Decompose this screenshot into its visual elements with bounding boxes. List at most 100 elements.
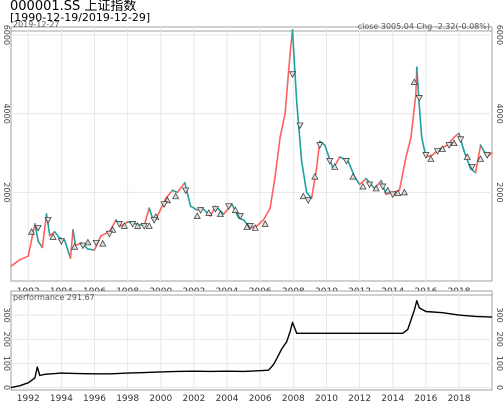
price-series-segment: [148, 207, 154, 219]
buy-marker: [84, 238, 92, 246]
sell-marker: [236, 213, 244, 220]
performance-panel-frame: [10, 290, 493, 391]
buy-marker: [410, 78, 418, 85]
sell-marker: [365, 181, 374, 189]
price-series-segment: [10, 258, 21, 268]
sell-marker: [415, 95, 423, 102]
sell-marker: [211, 206, 220, 213]
buy-marker: [349, 172, 357, 180]
price-series-segment: [284, 53, 291, 115]
buy-marker: [133, 222, 142, 229]
sell-marker: [379, 183, 387, 191]
price-series-segment: [53, 231, 60, 239]
price-series-segment: [34, 223, 40, 242]
price-series-segment: [87, 248, 96, 251]
performance-x-tick-label: 2016: [414, 394, 437, 403]
buy-marker: [476, 155, 485, 162]
performance-x-tick-label: 2010: [315, 394, 338, 403]
buy-marker: [193, 212, 201, 219]
buy-marker: [243, 223, 251, 230]
buy-marker: [438, 145, 447, 152]
sell-marker: [105, 230, 114, 238]
sell-marker: [468, 163, 476, 171]
buy-marker: [49, 233, 57, 240]
sell-marker: [304, 197, 312, 205]
buy-marker: [427, 155, 435, 162]
price-series-segment: [295, 101, 303, 162]
buy-marker: [311, 172, 319, 180]
price-series-segment: [37, 240, 44, 249]
sell-marker: [316, 142, 324, 149]
buy-marker: [400, 188, 408, 196]
sell-marker: [296, 122, 304, 130]
sell-marker: [160, 201, 168, 208]
sell-marker: [342, 158, 350, 165]
y-tick-left: 2000: [2, 182, 11, 202]
sell-marker: [433, 148, 442, 155]
performance-y-tick-left: 100: [2, 356, 11, 371]
price-series-segment: [69, 229, 74, 260]
price-series-segment: [274, 136, 281, 178]
page-title: 000001.SS 上证指数: [10, 0, 137, 14]
price-panel-frame: [10, 26, 493, 282]
performance-y-tick-left: 300: [2, 308, 11, 323]
price-series-segment: [156, 197, 167, 217]
price-series-segment: [176, 181, 186, 194]
performance-x-tick-label: 2000: [149, 394, 172, 403]
sell-marker: [196, 207, 205, 214]
buy-marker: [450, 139, 458, 147]
y-tick-right: 2000: [495, 182, 504, 202]
performance-y-tick-right: 200: [495, 332, 504, 347]
performance-x-tick-label: 1994: [50, 394, 73, 403]
buy-marker: [331, 163, 339, 170]
performance-x-tick-label: 1996: [83, 394, 106, 403]
price-series-segment: [256, 219, 265, 227]
price-series-segment: [72, 229, 77, 247]
price-series-segment: [189, 205, 198, 211]
buy-marker: [359, 182, 367, 190]
buy-marker: [205, 209, 213, 216]
price-series-segment: [300, 160, 308, 194]
sell-marker: [225, 203, 233, 210]
performance-line: [10, 300, 493, 389]
performance-x-tick-label: 2002: [182, 394, 205, 403]
price-series-segment: [108, 219, 117, 233]
buy-marker: [463, 153, 471, 160]
buy-marker: [120, 222, 128, 229]
performance-x-tick-label: 2006: [249, 394, 272, 403]
price-series-segment: [171, 189, 179, 194]
sell-marker: [92, 239, 100, 247]
performance-y-tick-left: 0: [2, 385, 11, 390]
buy-marker: [261, 220, 269, 227]
price-series-segment: [358, 177, 368, 186]
price-series-segment: [410, 93, 417, 139]
price-series-segment: [279, 112, 286, 139]
price-series-segment: [453, 132, 460, 139]
performance-x-tick-label: 2008: [282, 394, 305, 403]
performance-x-tick-label: 1992: [17, 394, 40, 403]
buy-marker: [99, 239, 107, 247]
buy-marker: [145, 222, 153, 229]
performance-y-tick-left: 200: [2, 332, 11, 347]
price-series-segment: [474, 144, 482, 174]
buy-marker: [231, 206, 239, 213]
sell-marker: [457, 136, 465, 143]
price-series-segment: [305, 191, 313, 200]
price-series-segment: [48, 231, 56, 237]
sell-marker: [182, 187, 190, 195]
sell-marker: [288, 71, 297, 78]
price-series-segment: [184, 181, 192, 207]
sell-marker: [483, 152, 491, 159]
sell-marker: [140, 223, 148, 230]
price-series-segment: [398, 156, 407, 192]
sell-marker: [326, 158, 334, 165]
sell-marker: [57, 238, 65, 245]
y-tick-left: 6000: [2, 25, 11, 45]
price-series-segment: [165, 189, 174, 200]
sell-marker: [150, 217, 158, 224]
y-tick-right: 6000: [495, 25, 504, 45]
buy-marker: [71, 243, 79, 250]
price-series-segment: [41, 213, 48, 249]
